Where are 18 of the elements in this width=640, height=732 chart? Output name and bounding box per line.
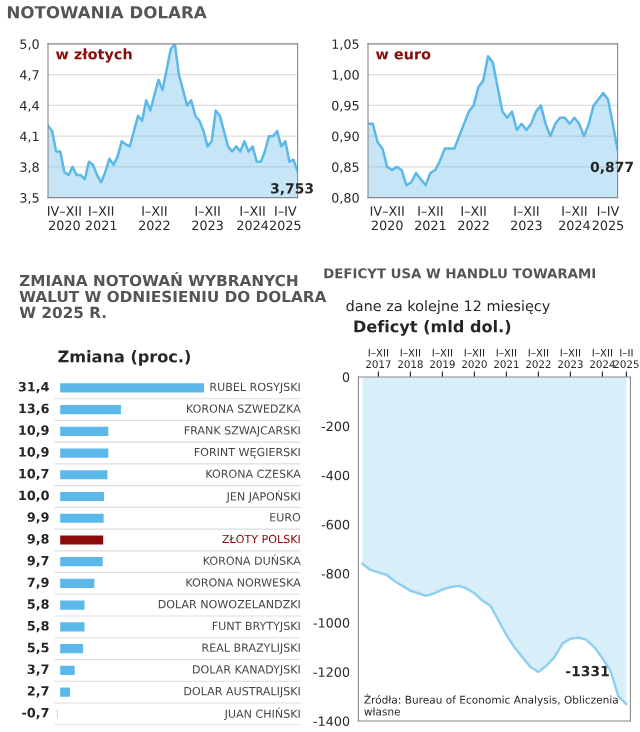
bar	[57, 619, 88, 635]
bar	[57, 576, 98, 591]
bar	[57, 510, 107, 526]
y-axis-title: Deficyt (mld dol.)	[354, 320, 511, 336]
bar	[57, 489, 107, 504]
bar	[57, 423, 112, 439]
bar	[57, 402, 124, 417]
bar	[57, 597, 88, 613]
bar	[57, 684, 73, 700]
chart-subtitle: Zmiana (proc.)	[58, 350, 190, 366]
bar	[57, 445, 112, 461]
bar	[57, 380, 207, 396]
bar	[57, 467, 111, 483]
chart-title: NOTOWANIA DOLARA	[7, 5, 207, 19]
bar	[57, 532, 106, 548]
bar	[57, 662, 78, 678]
bar	[57, 554, 106, 570]
bar	[57, 641, 86, 656]
